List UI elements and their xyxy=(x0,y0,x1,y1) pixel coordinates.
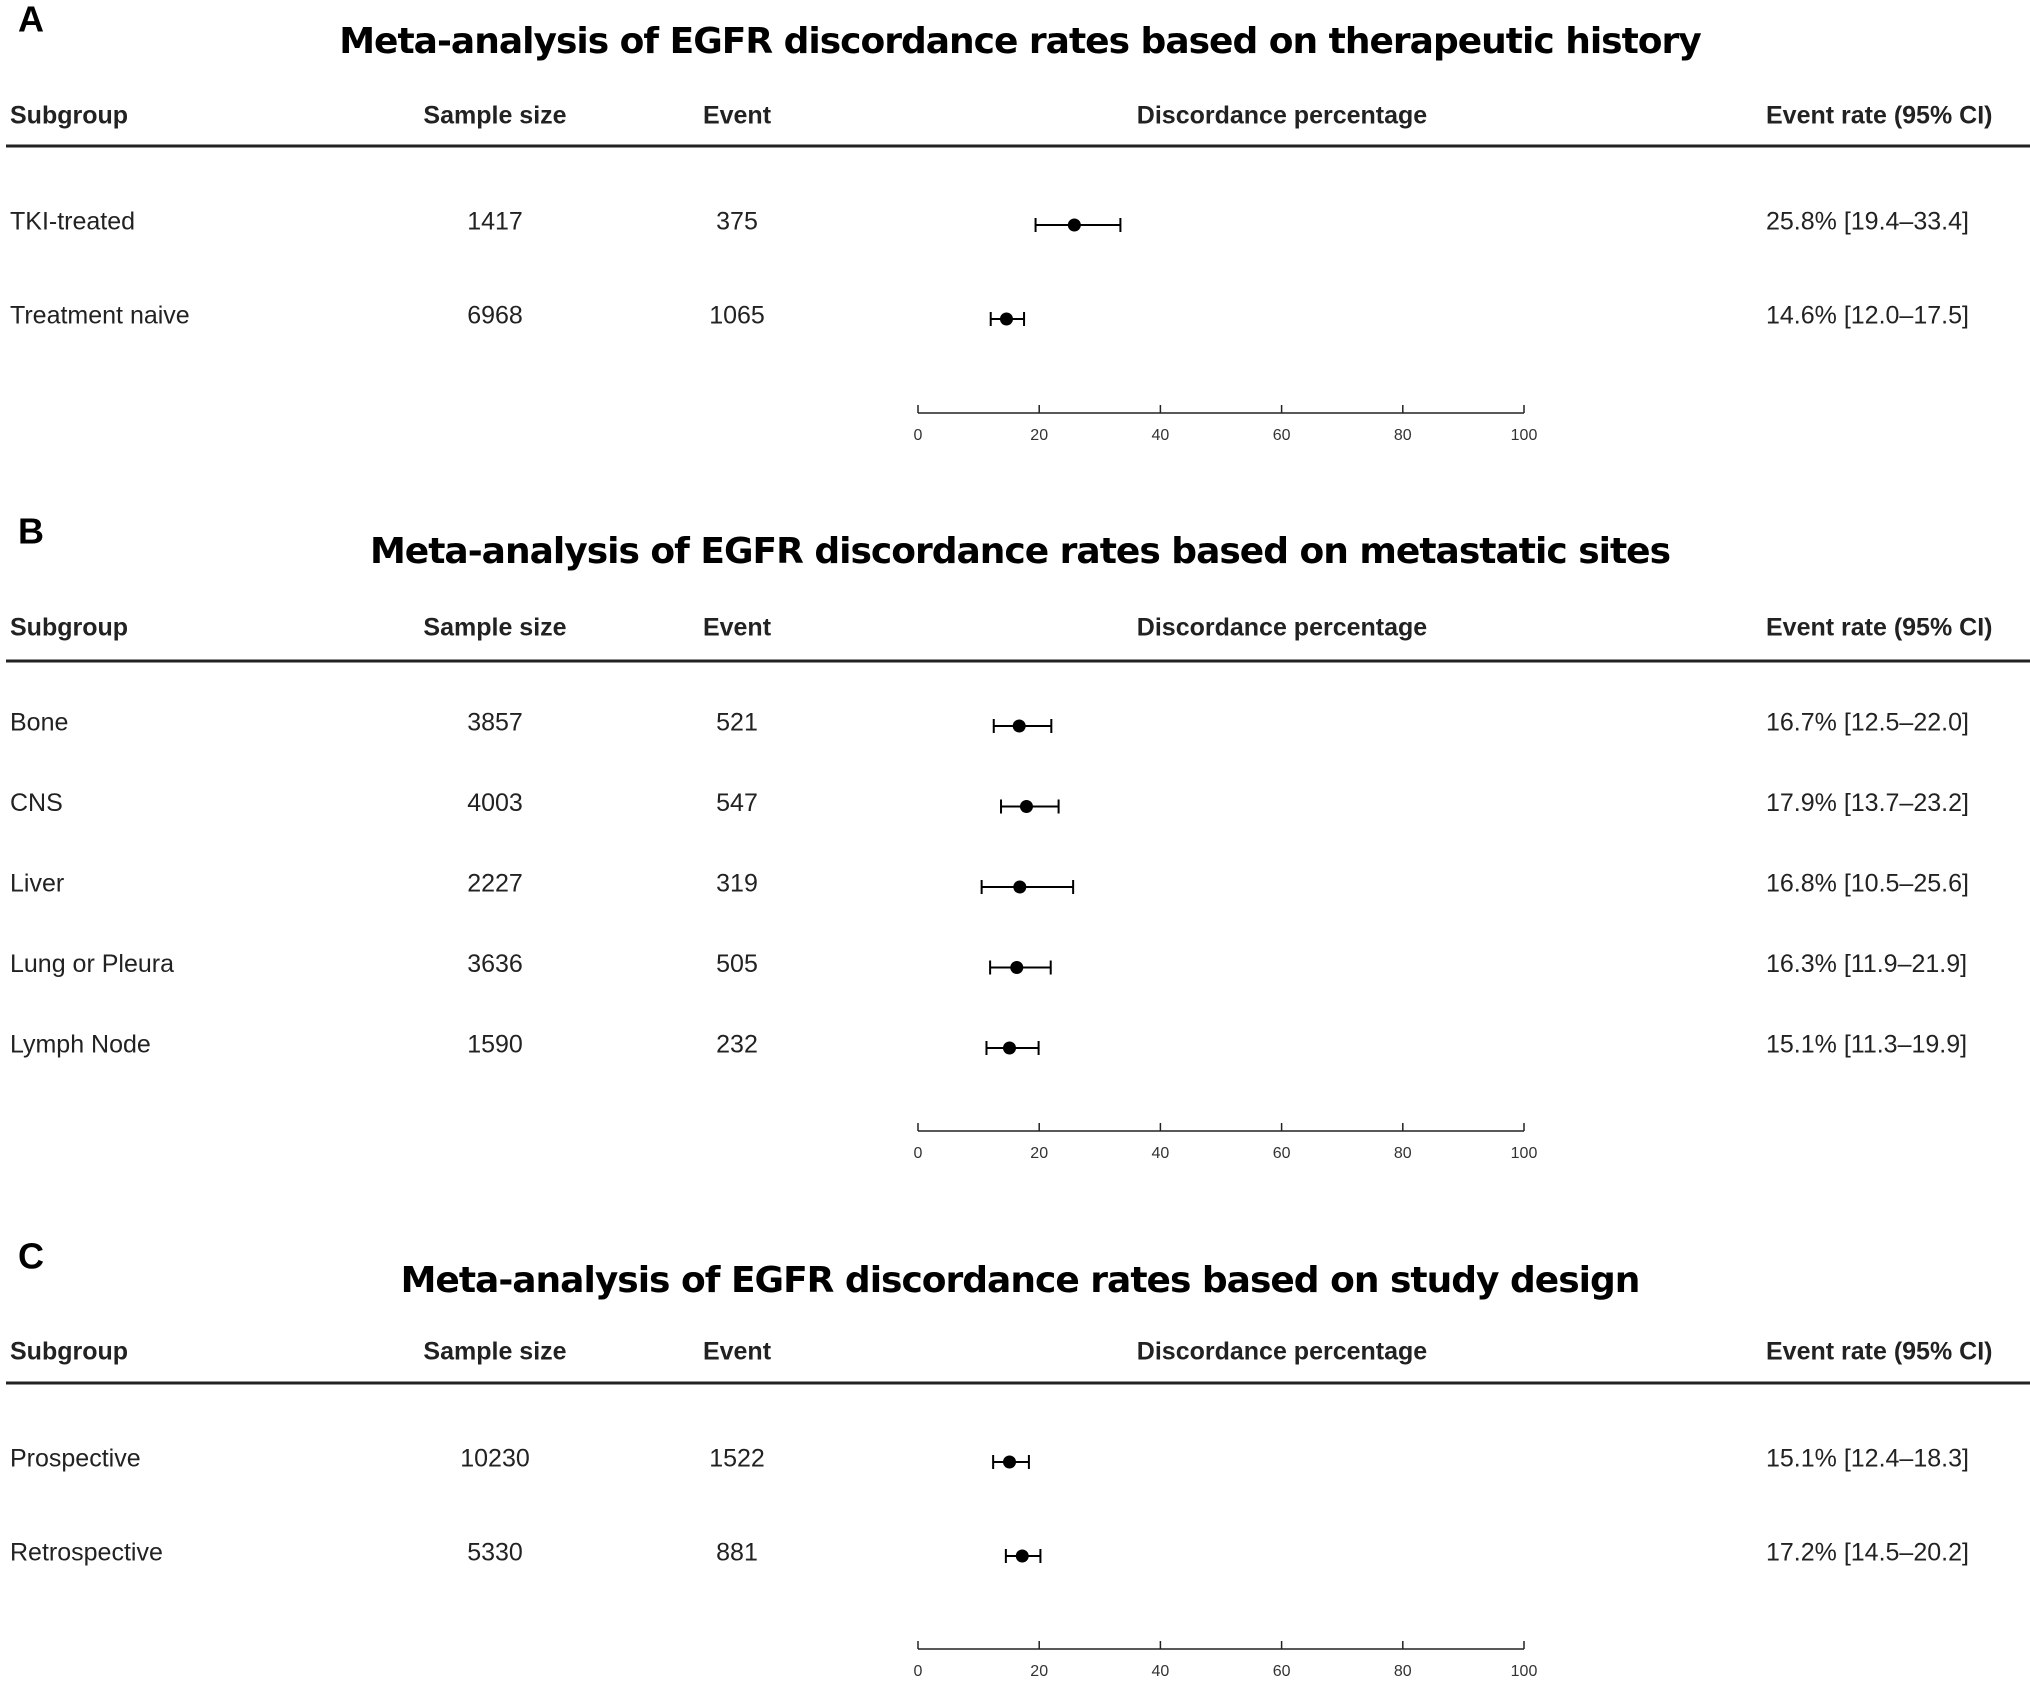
subgroup: Liver xyxy=(10,870,64,898)
x-tick-label: 0 xyxy=(914,1145,923,1162)
event: 1522 xyxy=(709,1445,765,1473)
panel-label: A xyxy=(18,0,44,40)
chart-title: Meta-analysis of EGFR discordance rates … xyxy=(370,531,1670,572)
column-header: Discordance percentage xyxy=(1137,614,1427,642)
event-rate: 17.9% [13.7–23.2] xyxy=(1766,789,1969,817)
x-tick-label: 20 xyxy=(1030,427,1048,444)
x-tick-label: 60 xyxy=(1273,427,1291,444)
event-rate: 15.1% [11.3–19.9] xyxy=(1766,1031,1967,1059)
column-header: Sample size xyxy=(423,102,566,130)
subgroup: Treatment naive xyxy=(10,302,190,330)
point-estimate xyxy=(1013,880,1027,894)
event-rate: 16.3% [11.9–21.9] xyxy=(1766,950,1967,978)
x-tick-label: 40 xyxy=(1152,1145,1170,1162)
subgroup: CNS xyxy=(10,789,63,817)
event-rate: 16.7% [12.5–22.0] xyxy=(1766,709,1969,737)
column-header: Event rate (95% CI) xyxy=(1766,614,1992,642)
column-header: Discordance percentage xyxy=(1137,1338,1427,1366)
x-tick-label: 80 xyxy=(1394,1145,1412,1162)
x-tick-label: 100 xyxy=(1511,427,1538,444)
point-estimate xyxy=(1019,800,1033,813)
column-header: Event xyxy=(703,614,772,642)
event: 232 xyxy=(716,1031,758,1059)
x-tick-label: 40 xyxy=(1152,1663,1170,1680)
x-tick-label: 0 xyxy=(914,427,923,444)
x-tick-label: 20 xyxy=(1030,1663,1048,1680)
event: 1065 xyxy=(709,302,765,330)
event: 505 xyxy=(716,950,758,978)
point-estimate xyxy=(1067,218,1081,232)
sample-size: 10230 xyxy=(460,1445,530,1473)
x-tick-label: 0 xyxy=(914,1663,923,1680)
x-tick-label: 100 xyxy=(1511,1145,1538,1162)
point-estimate xyxy=(1003,1041,1017,1055)
event-rate: 14.6% [12.0–17.5] xyxy=(1766,302,1969,330)
column-header: Discordance percentage xyxy=(1137,102,1427,130)
point-estimate xyxy=(1015,1549,1029,1563)
x-tick-label: 60 xyxy=(1273,1145,1291,1162)
panel-label: B xyxy=(18,511,44,552)
sample-size: 1590 xyxy=(467,1031,523,1059)
column-header: Sample size xyxy=(423,1338,566,1366)
x-tick-label: 20 xyxy=(1030,1145,1048,1162)
column-header: Subgroup xyxy=(10,614,128,642)
column-header: Subgroup xyxy=(10,1338,128,1366)
column-header: Event xyxy=(703,1338,772,1366)
event: 881 xyxy=(716,1539,758,1567)
event: 521 xyxy=(716,709,758,737)
chart-title: Meta-analysis of EGFR discordance rates … xyxy=(401,1260,1640,1301)
column-header: Event rate (95% CI) xyxy=(1766,1338,1992,1366)
point-estimate xyxy=(1003,1455,1017,1469)
event: 319 xyxy=(716,870,758,898)
event-rate: 25.8% [19.4–33.4] xyxy=(1766,208,1969,236)
sample-size: 2227 xyxy=(467,870,523,898)
subgroup: Bone xyxy=(10,709,68,737)
point-estimate xyxy=(1012,719,1026,733)
column-header: Sample size xyxy=(423,614,566,642)
event-rate: 15.1% [12.4–18.3] xyxy=(1766,1445,1969,1473)
event-rate: 17.2% [14.5–20.2] xyxy=(1766,1539,1969,1567)
panel-label: C xyxy=(18,1236,44,1277)
event: 547 xyxy=(716,789,758,817)
subgroup: TKI-treated xyxy=(10,208,135,236)
column-header: Event rate (95% CI) xyxy=(1766,102,1992,130)
x-tick-label: 100 xyxy=(1511,1663,1538,1680)
column-header: Subgroup xyxy=(10,102,128,130)
x-tick-label: 80 xyxy=(1394,427,1412,444)
sample-size: 4003 xyxy=(467,789,523,817)
sample-size: 3857 xyxy=(467,709,523,737)
event-rate: 16.8% [10.5–25.6] xyxy=(1766,870,1969,898)
event: 375 xyxy=(716,208,758,236)
chart-title: Meta-analysis of EGFR discordance rates … xyxy=(339,21,1701,62)
x-tick-label: 40 xyxy=(1152,427,1170,444)
subgroup: Retrospective xyxy=(10,1539,163,1567)
x-tick-label: 80 xyxy=(1394,1663,1412,1680)
sample-size: 3636 xyxy=(467,950,523,978)
subgroup: Lung or Pleura xyxy=(10,950,174,978)
x-tick-label: 60 xyxy=(1273,1663,1291,1680)
point-estimate xyxy=(1010,961,1024,974)
sample-size: 1417 xyxy=(467,208,523,236)
point-estimate xyxy=(999,312,1013,326)
column-header: Event xyxy=(703,102,772,130)
sample-size: 5330 xyxy=(467,1539,523,1567)
subgroup: Lymph Node xyxy=(10,1031,151,1059)
sample-size: 6968 xyxy=(467,302,523,330)
subgroup: Prospective xyxy=(10,1445,141,1473)
